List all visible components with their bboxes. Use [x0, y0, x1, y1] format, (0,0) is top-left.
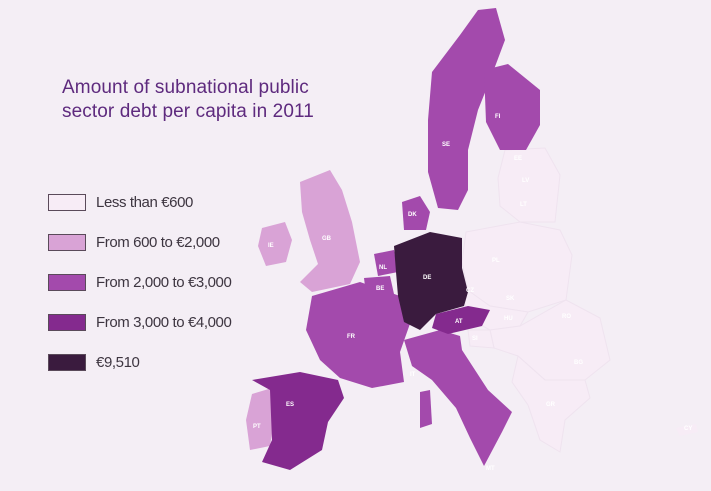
legend: Less than €600 From 600 to €2,000 From 2… — [48, 192, 232, 392]
label-nl: NL — [379, 265, 387, 271]
legend-label: From 600 to €2,000 — [96, 233, 220, 251]
region-hungary-romania — [489, 299, 611, 381]
region-netherlands — [374, 250, 398, 276]
title-line-1: Amount of subnational public — [62, 77, 309, 98]
label-de: DE — [423, 275, 431, 281]
label-ee: EE — [514, 156, 522, 162]
label-mt: MT — [486, 466, 495, 472]
label-pl: PL — [492, 258, 500, 264]
legend-swatch — [48, 193, 86, 211]
legend-item-600-2000: From 600 to €2,000 — [48, 232, 231, 252]
label-gb: GB — [322, 236, 332, 242]
region-finland — [484, 64, 540, 150]
label-at: AT — [455, 319, 463, 325]
legend-item-9510: €9,510 — [48, 352, 231, 372]
label-gr: GR — [546, 402, 556, 408]
region-ireland — [258, 222, 292, 266]
legend-label: Less than €600 — [96, 193, 193, 211]
legend-label: €9,510 — [96, 353, 140, 371]
region-italy — [404, 330, 512, 466]
label-ro: RO — [562, 314, 571, 320]
map-title: Amount of subnational public sector debt… — [62, 76, 392, 124]
label-es: ES — [286, 402, 294, 408]
region-spain — [252, 372, 344, 470]
label-dk: DK — [408, 212, 417, 218]
region-bulgaria-greece — [511, 355, 591, 453]
legend-swatch — [48, 233, 86, 251]
label-it: IT — [410, 372, 416, 378]
legend-label: From 2,000 to €3,000 — [96, 273, 232, 291]
legend-swatch — [48, 353, 86, 371]
region-baltics — [497, 147, 561, 223]
legend-swatch — [48, 313, 86, 331]
label-lv: LV — [522, 178, 529, 184]
region-cyprus — [676, 424, 698, 436]
label-cz: CZ — [466, 288, 474, 294]
legend-item-less-than-600: Less than €600 — [48, 192, 231, 212]
region-scandinavia-sweden — [428, 8, 505, 210]
label-fi: FI — [495, 114, 501, 120]
region-portugal — [246, 388, 275, 450]
region-denmark — [402, 196, 430, 230]
label-pt: PT — [253, 424, 261, 430]
label-cy: CY — [684, 426, 692, 432]
title-line-2: sector debt per capita in 2011 — [62, 101, 314, 122]
legend-item-3000-4000: From 3,000 to €4,000 — [48, 312, 232, 332]
label-hu: HU — [504, 316, 513, 322]
label-be: BE — [376, 286, 384, 292]
legend-label: From 3,000 to €4,000 — [96, 313, 232, 331]
legend-item-2000-3000: From 2,000 to €3,000 — [48, 272, 232, 292]
region-austria — [432, 306, 490, 334]
label-si: SI — [472, 336, 478, 342]
region-poland — [461, 221, 573, 313]
region-france — [306, 282, 412, 388]
label-fr: FR — [347, 334, 356, 340]
region-slovenia — [467, 329, 495, 349]
label-bg: BG — [574, 360, 583, 366]
region-sardinia — [420, 390, 432, 428]
label-ie: IE — [268, 243, 274, 249]
label-se: SE — [442, 142, 450, 148]
region-great-britain — [300, 170, 360, 292]
region-germany — [394, 232, 468, 330]
legend-swatch — [48, 273, 86, 291]
label-lt: LT — [520, 202, 527, 208]
label-sk: SK — [506, 296, 515, 302]
